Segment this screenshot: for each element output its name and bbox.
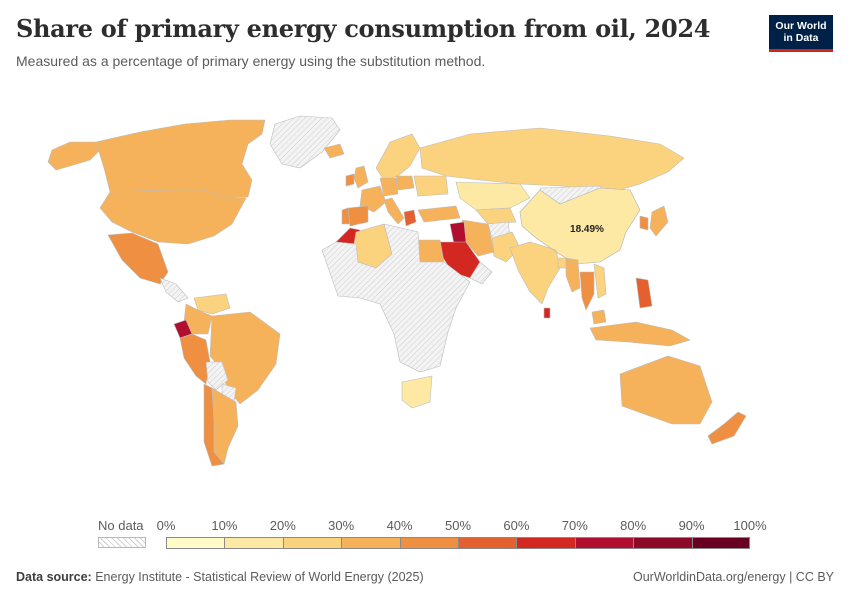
china-value-label: 18.49% [570, 224, 604, 235]
country-germany[interactable] [379, 177, 399, 197]
country-bangladesh[interactable] [557, 257, 567, 269]
legend-tick-label: 40% [386, 518, 413, 533]
country-venezuela[interactable] [193, 293, 231, 315]
country-shapes [47, 115, 747, 467]
legend-bin-1[interactable] [224, 537, 283, 549]
country-turkey[interactable] [417, 205, 461, 223]
data-source: Data source: Energy Institute - Statisti… [16, 570, 424, 584]
country-poland[interactable] [395, 175, 415, 191]
legend-bin-2[interactable] [282, 537, 342, 549]
highlight-outline [519, 187, 641, 265]
country-indonesia[interactable] [589, 321, 691, 347]
country-canada[interactable] [95, 119, 266, 199]
country-malaysia[interactable] [591, 309, 607, 325]
country-thailand[interactable] [579, 271, 595, 311]
country-kazakhstan[interactable] [455, 181, 531, 211]
legend-color-scale[interactable] [166, 537, 750, 549]
country-argentina[interactable] [211, 387, 239, 465]
country-scandinavia[interactable] [375, 133, 421, 181]
country-france[interactable] [359, 185, 387, 213]
legend-bin-7[interactable] [574, 537, 634, 549]
country-iraq[interactable] [449, 221, 467, 245]
owid-logo[interactable]: Our World in Data [769, 15, 833, 52]
owid-url-license[interactable]: OurWorldinData.org/energy | CC BY [632, 570, 834, 584]
country-australia[interactable] [619, 355, 713, 425]
country-alaska[interactable] [47, 141, 101, 171]
country-japan[interactable] [649, 205, 669, 237]
logo-line-1: Our World [775, 20, 827, 32]
data-source-label: Data source: [16, 570, 92, 584]
country-central-asia[interactable] [475, 207, 517, 225]
legend-tick-label: 10% [211, 518, 238, 533]
country-south-africa[interactable] [401, 375, 433, 409]
country-russia[interactable] [419, 127, 685, 193]
legend-nodata-label: No data [98, 518, 144, 533]
country-brazil[interactable] [209, 311, 281, 405]
country-united-states[interactable] [99, 189, 247, 245]
chart-subtitle: Measured as a percentage of primary ener… [16, 53, 486, 69]
legend-tick-label: 80% [620, 518, 647, 533]
country-iceland[interactable] [323, 143, 345, 159]
legend-bin-0[interactable] [166, 537, 225, 549]
country-egypt[interactable] [417, 239, 445, 263]
highlight-layer [519, 187, 641, 265]
country-united-kingdom[interactable] [353, 165, 369, 189]
country-india[interactable] [509, 241, 561, 305]
legend-bin-3[interactable] [341, 537, 400, 549]
legend-bin-6[interactable] [516, 537, 575, 549]
country-spain[interactable] [347, 205, 369, 227]
country-peru[interactable] [179, 333, 211, 385]
country-south-korea[interactable] [639, 215, 649, 231]
country-greenland[interactable] [269, 115, 341, 169]
country-philippines[interactable] [635, 277, 653, 309]
country-sri-lanka[interactable] [543, 307, 551, 319]
legend-tick-label: 70% [561, 518, 588, 533]
country-greece[interactable] [403, 209, 417, 227]
legend-tick-label: 30% [328, 518, 355, 533]
legend-tick-label: 90% [678, 518, 705, 533]
legend-bin-8[interactable] [633, 537, 692, 549]
country-myanmar[interactable] [565, 257, 581, 293]
legend-tick-label: 20% [269, 518, 296, 533]
country-vietnam[interactable] [593, 263, 607, 299]
legend-nodata-swatch[interactable] [98, 537, 146, 548]
country-mexico[interactable] [107, 232, 169, 285]
legend-bin-4[interactable] [399, 537, 458, 549]
country-africa-other[interactable] [321, 223, 471, 373]
world-map[interactable]: 18.49% [0, 72, 850, 512]
country-arabian-peninsula[interactable] [469, 261, 493, 285]
country-ukraine[interactable] [413, 175, 449, 197]
country-central-america[interactable] [159, 277, 189, 303]
legend-tick-label: 0% [156, 518, 176, 533]
legend-tick-label: 100% [733, 518, 767, 533]
country-new-zealand[interactable] [707, 411, 747, 445]
legend-bin-5[interactable] [457, 537, 517, 549]
logo-line-2: in Data [783, 32, 819, 44]
country-ireland[interactable] [345, 173, 355, 187]
data-source-link[interactable]: Energy Institute - Statistical Review of… [95, 570, 424, 584]
legend-tick-label: 50% [444, 518, 472, 533]
country-italy[interactable] [383, 197, 405, 225]
chart-title: Share of primary energy consumption from… [16, 14, 711, 43]
legend-tick-label: 60% [503, 518, 530, 533]
legend-bin-9[interactable] [691, 537, 750, 549]
